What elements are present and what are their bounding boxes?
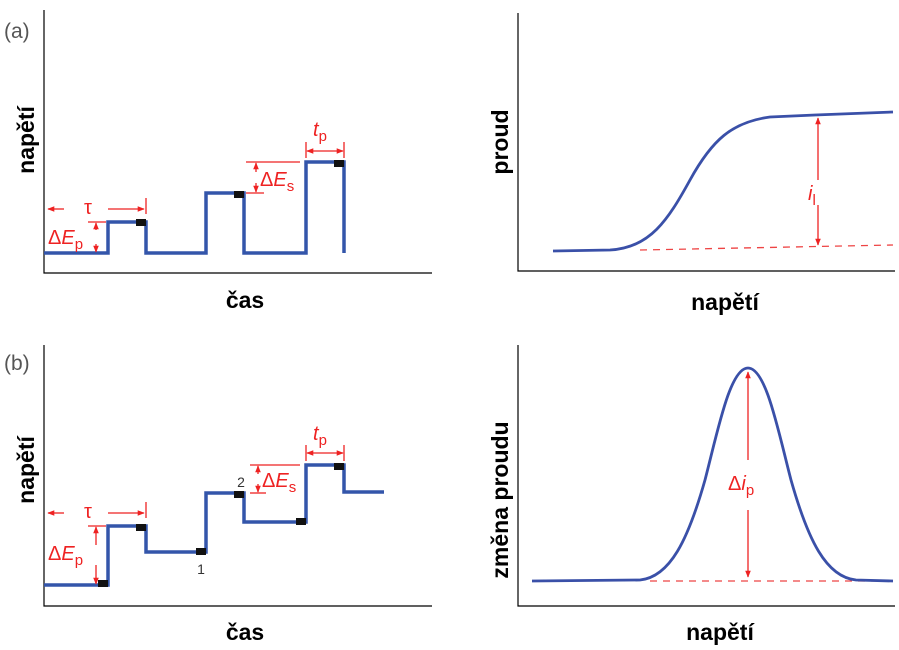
panel-a-right-plot: il napětí proud — [487, 13, 895, 315]
panel-b-right-ylabel: změna proudu — [487, 421, 513, 578]
sample-marker — [334, 160, 344, 167]
tp-label: tp — [313, 423, 327, 449]
panel-a-left-xlabel: čas — [226, 287, 264, 313]
panel-a-left-plot: (a) τ ΔEp ΔEs tp čas — [4, 10, 432, 313]
panel-b-label: (b) — [4, 352, 30, 375]
delta-es-label: ΔEs — [262, 470, 296, 496]
sample-marker — [296, 518, 306, 525]
panel-a-left-axes — [43, 10, 432, 274]
panel-b-pulse-waveform — [44, 463, 384, 587]
panel-b-peak-curve — [531, 366, 894, 583]
il-label: il — [808, 183, 816, 209]
sample-marker — [234, 191, 244, 198]
sample-marker — [334, 463, 344, 470]
tau-label: τ — [84, 501, 92, 523]
dip-label: Δip — [728, 473, 754, 499]
sample-marker — [136, 524, 146, 531]
panel-a-label: (a) — [4, 20, 30, 43]
sample-point-2-label: 2 — [237, 474, 245, 490]
panel-b-left-plot: (b) 1 2 τ ΔEp ΔEs — [4, 345, 432, 645]
panel-a-left-ylabel: napětí — [13, 105, 39, 174]
panel-b-left-axes — [43, 345, 432, 607]
panel-b-right-axes — [517, 345, 895, 607]
tp-label: tp — [313, 119, 327, 145]
delta-ep-label: ΔEp — [48, 227, 83, 253]
delta-es-label: ΔEs — [260, 169, 294, 195]
sample-marker — [98, 580, 108, 587]
baseline-dashed-line — [639, 244, 894, 251]
panel-a-pulse-waveform — [44, 160, 346, 255]
panel-a-right-axes — [517, 13, 895, 272]
sample-marker — [136, 219, 146, 226]
panel-b-left-xlabel: čas — [226, 619, 264, 645]
sample-point-1-label: 1 — [197, 561, 205, 577]
panel-b-right-xlabel: napětí — [686, 619, 755, 645]
sample-marker — [234, 491, 244, 498]
panel-b-right-plot: Δip napětí změna proudu — [487, 345, 895, 645]
panel-b-left-ylabel: napětí — [13, 435, 39, 504]
tau-label: τ — [84, 197, 92, 219]
sample-marker — [196, 548, 206, 555]
panel-a-right-xlabel: napětí — [691, 289, 760, 315]
panel-a-sigmoid-curve — [552, 110, 894, 253]
panel-a-right-ylabel: proud — [487, 109, 513, 174]
delta-ep-label: ΔEp — [48, 543, 83, 569]
